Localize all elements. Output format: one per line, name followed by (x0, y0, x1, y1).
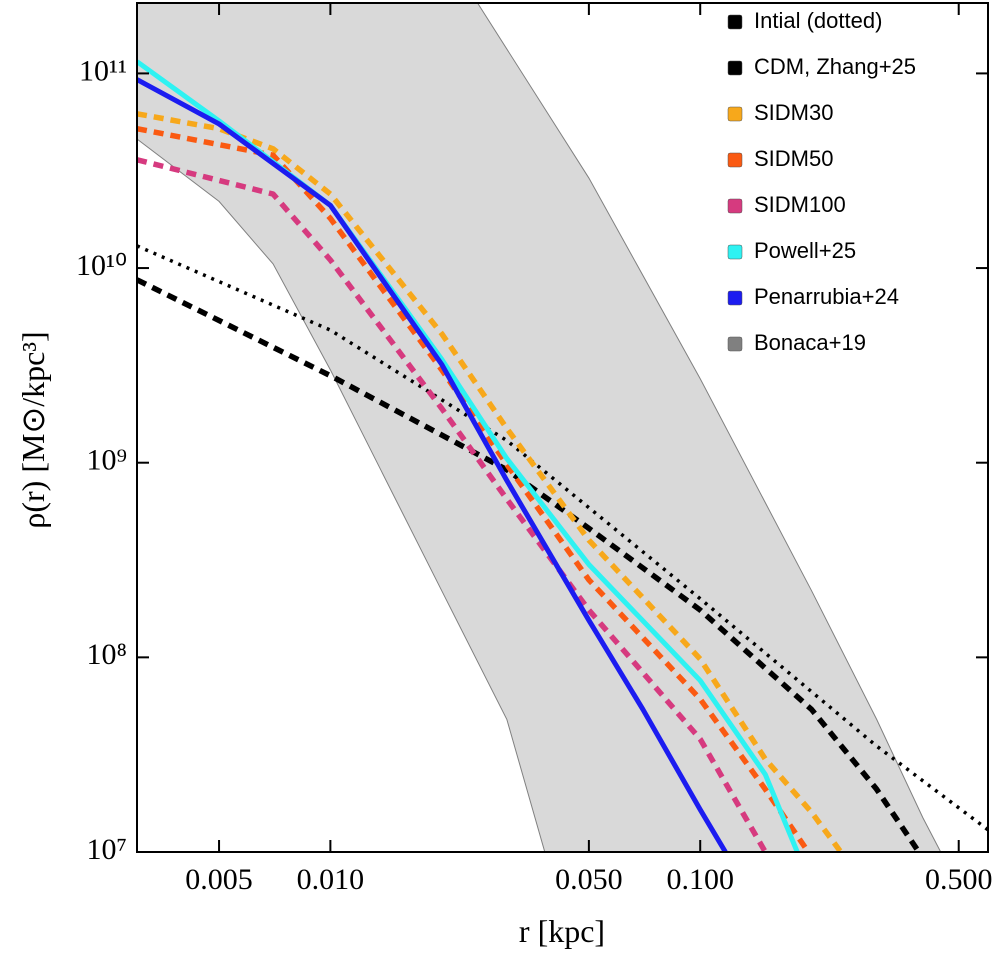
series-line (137, 157, 768, 852)
legend-swatch (727, 14, 743, 30)
x-tick-label: 0.010 (297, 863, 365, 896)
legend-label: Penarrubia+24 (754, 284, 899, 309)
legend-swatch (727, 106, 743, 122)
series-line (137, 111, 844, 852)
y-tick-label: 10⁹ (87, 444, 127, 477)
legend-swatch (727, 290, 743, 306)
legend-label: CDM, Zhang+25 (754, 54, 916, 79)
legend-swatch (727, 152, 743, 168)
plot-area (137, 3, 988, 852)
series-line (137, 77, 728, 852)
x-tick-label: 0.100 (666, 863, 734, 896)
legend-label: SIDM100 (754, 192, 846, 217)
x-axis-label: r [kpc] (519, 913, 605, 949)
legend-label: Powell+25 (754, 238, 856, 263)
x-tick-label: 0.050 (555, 863, 623, 896)
legend-swatch (727, 336, 743, 352)
x-tick-label: 0.005 (185, 863, 253, 896)
y-tick-label: 10⁸ (87, 638, 127, 671)
x-tick-label: 0.500 (925, 863, 993, 896)
series-line (137, 277, 922, 852)
legend-label: SIDM50 (754, 146, 833, 171)
band-fill (137, 3, 941, 852)
plot-frame (136, 2, 989, 853)
y-tick-label: 10⁷ (87, 833, 127, 866)
y-tick-label: 10¹⁰ (76, 249, 127, 282)
legend-label: SIDM30 (754, 100, 833, 125)
legend-label: Bonaca+19 (754, 330, 866, 355)
legend-swatch (727, 244, 743, 260)
y-tick-label: 10¹¹ (79, 54, 127, 87)
legend-swatch (727, 198, 743, 214)
series-line (137, 125, 811, 852)
y-axis-label: ρ(r) [M⊙/kpc³] (15, 331, 51, 528)
band-lower-edge (137, 138, 546, 852)
band-upper-edge (477, 3, 942, 852)
legend-swatch (727, 60, 743, 76)
legend-label: Intial (dotted) (754, 8, 882, 33)
